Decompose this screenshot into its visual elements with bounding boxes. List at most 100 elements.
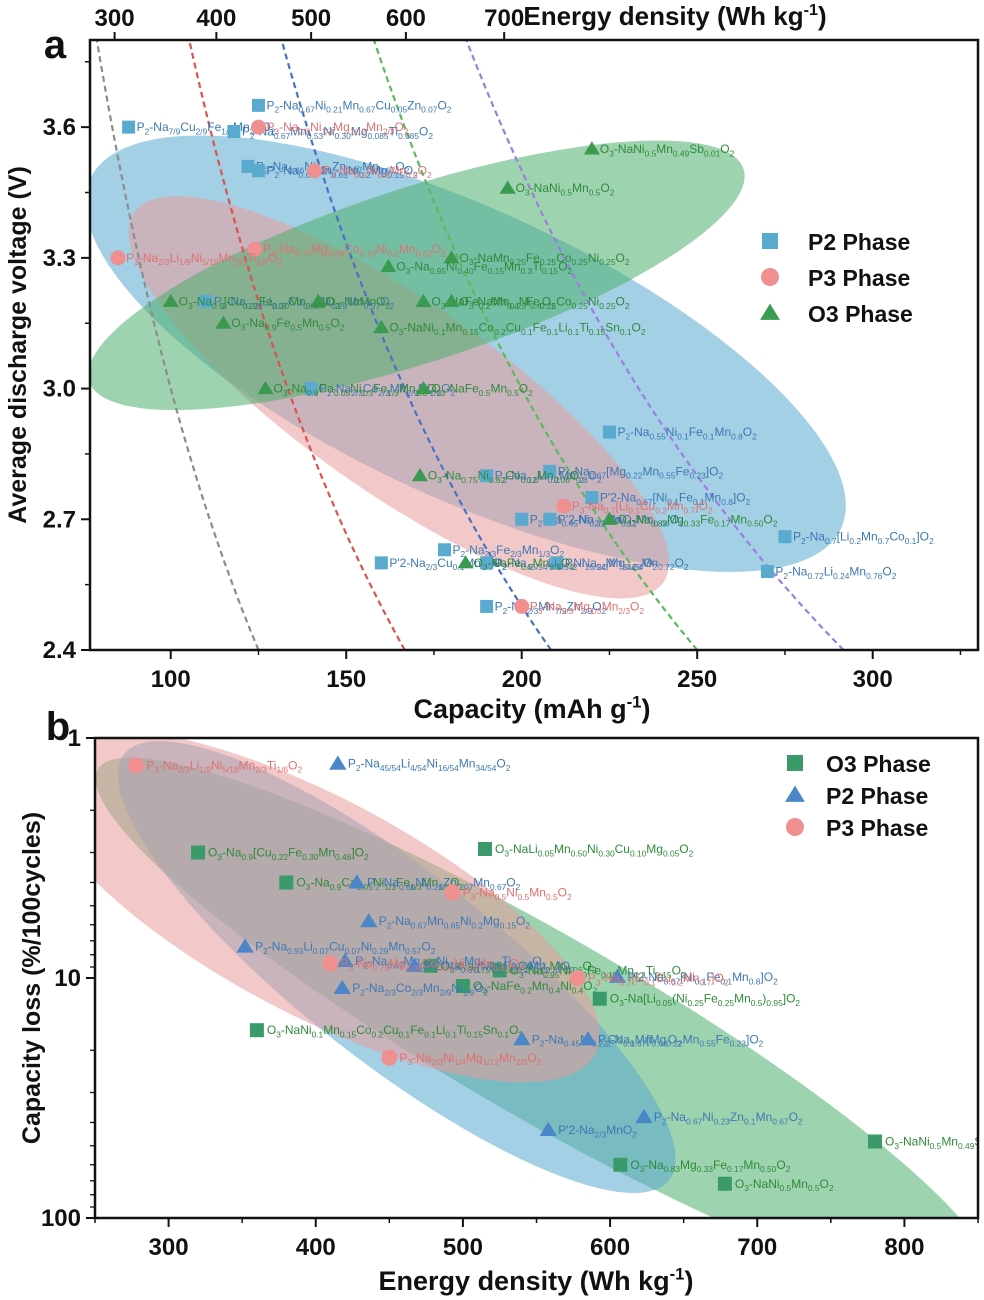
legend-a-label: P3 Phase: [808, 265, 910, 291]
p2-point: [251, 164, 265, 178]
top-axis-title-a: Energy density (Wh kg-1): [523, 1, 826, 31]
x-tick-label-b: 500: [443, 1234, 483, 1261]
p2-point: [122, 120, 136, 134]
o3-point-label-b: O3-NaNi0.5Mn0.5O2: [735, 1177, 834, 1193]
legend-b-marker: [786, 818, 804, 836]
p3-point-label-b: P3-Na2/3Li1/9Ni5/18Mn2/3Ti1/6O2: [146, 758, 302, 774]
o3-point: [443, 293, 460, 307]
p2-point: [543, 464, 557, 478]
y-tick-label: 3.3: [43, 245, 76, 272]
o3-point: [601, 511, 618, 525]
p2-point-label-b: P2-Na0.67Mn0.53Ni0.30Mg0.085Ti0.085O2: [355, 954, 547, 970]
p3-point-label-b: P3-Na0.5Ni0.5Mn0.5O2: [463, 885, 572, 901]
legend-a-marker: [762, 233, 778, 249]
p3-point-label: P3-Na0.75Mg0.08Co0.10Ni0.2Mn0.62O2: [263, 242, 446, 258]
p2-point-b: [513, 1031, 531, 1046]
o3-point-label: O3-NaNi0.5Mn0.49Sb0.01O2: [600, 142, 735, 158]
p3-point-b: [128, 757, 145, 774]
p3-point-b: [444, 884, 461, 901]
x-tick-label-b: 400: [296, 1234, 336, 1261]
iso-energy-line-500: [280, 40, 552, 650]
p2-point-b: [539, 1121, 557, 1137]
p3-point: [307, 163, 323, 179]
top-tick-label: 300: [95, 5, 135, 32]
o3-point: [380, 258, 397, 273]
p2-point: [304, 382, 318, 396]
p2-point-label: P2-Na0.7[Li0.2Mn0.7Co0.1]O2: [793, 530, 934, 546]
legend-a-label: O3 Phase: [808, 301, 913, 327]
o3-point-b: [455, 979, 470, 994]
p2-point-label: P2-Na0.67Ni0.21Mn0.67Cu0.05Zn0.07O2: [266, 98, 451, 114]
p3-point: [556, 498, 572, 514]
o3-point-label-b: O3-Na0.9Ca0.05Ni1/3Fe1/3Mn1/3O2: [296, 875, 464, 891]
panel-a: P2-Na7/9Cu2/9Fe1/9Mn2/3O2P2-Na0.67Ni0.21…: [4, 1, 980, 724]
p2-point-b: [405, 957, 424, 972]
o3-point-b: [867, 1134, 882, 1149]
x-tick-label-b: 600: [590, 1234, 630, 1261]
legend-b-marker: [787, 755, 803, 771]
o3-point-b: [423, 958, 438, 973]
legend-a-label: P2 Phase: [808, 229, 910, 255]
o3-point: [415, 380, 432, 395]
o3-point-label: O3-Na0.9Fe0.5Mn0.5O2: [231, 316, 344, 332]
p3-point-label: P3-Na0.5Ni0.5Mn0.5O2: [323, 164, 432, 180]
legend-b-label: P3 Phase: [826, 815, 928, 841]
p2-point-b: [336, 952, 354, 968]
panel-b: O3-Na0.9[Cu0.22Fe0.30Mn0.48]O2 O3-Na0.9Ca…: [18, 705, 980, 1296]
iso-energy-line-400: [188, 40, 406, 650]
o3-point-label: O3-NaMn0.25Fe0.25Co0.25Ni0.25O2: [460, 251, 630, 267]
o3-point: [443, 250, 460, 264]
iso-energy-line-600: [372, 40, 699, 650]
y-tick-label: 2.7: [43, 506, 76, 533]
o3-point-label-b: O3-Na0.9[Cu0.22Fe0.30Mn0.48]O2: [208, 846, 369, 862]
ellipse-b-p3: [95, 738, 600, 1083]
o3-point-b: [592, 991, 607, 1006]
p2-point-label: P2-Na0.67Mn0.65Ni0.2Mg0.15O2: [266, 164, 418, 180]
o3-point: [499, 180, 516, 194]
p2-point-label: P2-Na0.67[Mg0.22Mn0.55Fe0.23]O2: [558, 464, 724, 480]
iso-energy-line-700: [465, 40, 845, 650]
o3-point-label: O3-NaNi0.5Mn0.5O2: [516, 181, 615, 197]
p2-point-label-b: P2-Na0.93Li0.07Cu0.07Ni0.29Mn0.57O2: [255, 940, 436, 956]
top-tick-label: 600: [386, 5, 426, 32]
o3-point-label-b: O3-NaLi0.05Mn0.50Ni0.30Cu0.10Mg0.05O2: [495, 842, 694, 858]
o3-point-b: [717, 1176, 732, 1191]
p2-point: [515, 512, 529, 526]
x-tick-label: 300: [853, 666, 893, 693]
o3-point-b: [477, 841, 492, 856]
o3-point-label-b: O3-Na[Li0.05(Ni0.25Fe0.25Mn0.5)0.95]O2: [610, 992, 801, 1008]
p2-point-label: P2-Na45/54Li4/54Ni16/54Mn34/54O2: [495, 556, 658, 572]
x-axis-title-a: Capacity (mAh g-1): [414, 693, 651, 724]
p2-point: [251, 98, 265, 112]
o3-point: [373, 319, 390, 334]
p2-point: [437, 543, 451, 557]
y-axis-title-a: Average discharge voltage (V): [4, 166, 32, 524]
p2-point: [543, 512, 557, 526]
p2-point-b: [236, 938, 254, 953]
p2-point: [778, 530, 792, 544]
x-tick-label: 200: [502, 666, 542, 693]
legend-a-marker: [760, 303, 780, 320]
p2-point-label: P2-Na0.6Li0.2Mn0.8O2: [495, 469, 602, 485]
panel-label-b: b: [46, 705, 70, 749]
panel-a-plot: P2-Na7/9Cu2/9Fe1/9Mn2/3O2P2-Na0.67Ni0.21…: [90, 40, 934, 650]
p2-point: [480, 556, 494, 570]
legend-b-marker: [785, 785, 805, 802]
o3-point: [162, 293, 179, 307]
p2-point-b: [348, 874, 366, 889]
p2-point-b: [608, 968, 627, 983]
p3-point-label: P3-Na0.7[Li0.1Cu0.2Mn0.7]O2: [572, 499, 713, 515]
p3-point: [250, 119, 266, 135]
o3-point-label: O3-Na0.9[Cu0.22Fe0.30Mn0.48]O2: [179, 294, 340, 310]
o3-point: [411, 468, 428, 482]
p2-point: [550, 556, 564, 570]
p2-point: [760, 565, 774, 579]
p2-point-label-b: P'2-Na0.67[Ni0.1Fe0.1Mn0.8]O2: [424, 959, 575, 975]
o3-point: [310, 293, 327, 307]
o3-point: [215, 315, 232, 329]
p2-point-label-b: P2-Na0.66Ni0.26Zn0.07Mn0.67O2: [367, 875, 521, 891]
p2-point: [480, 599, 494, 613]
o3-point-label: O3-NaFe0.5Mn0.5O2: [431, 382, 533, 398]
y-axis-title-b: Capacity loss (%/100cycles): [18, 812, 46, 1144]
p2-point-label: P'2-Na0.67[Ni0.1Fe0.1Mn0.8]O2: [600, 491, 751, 507]
